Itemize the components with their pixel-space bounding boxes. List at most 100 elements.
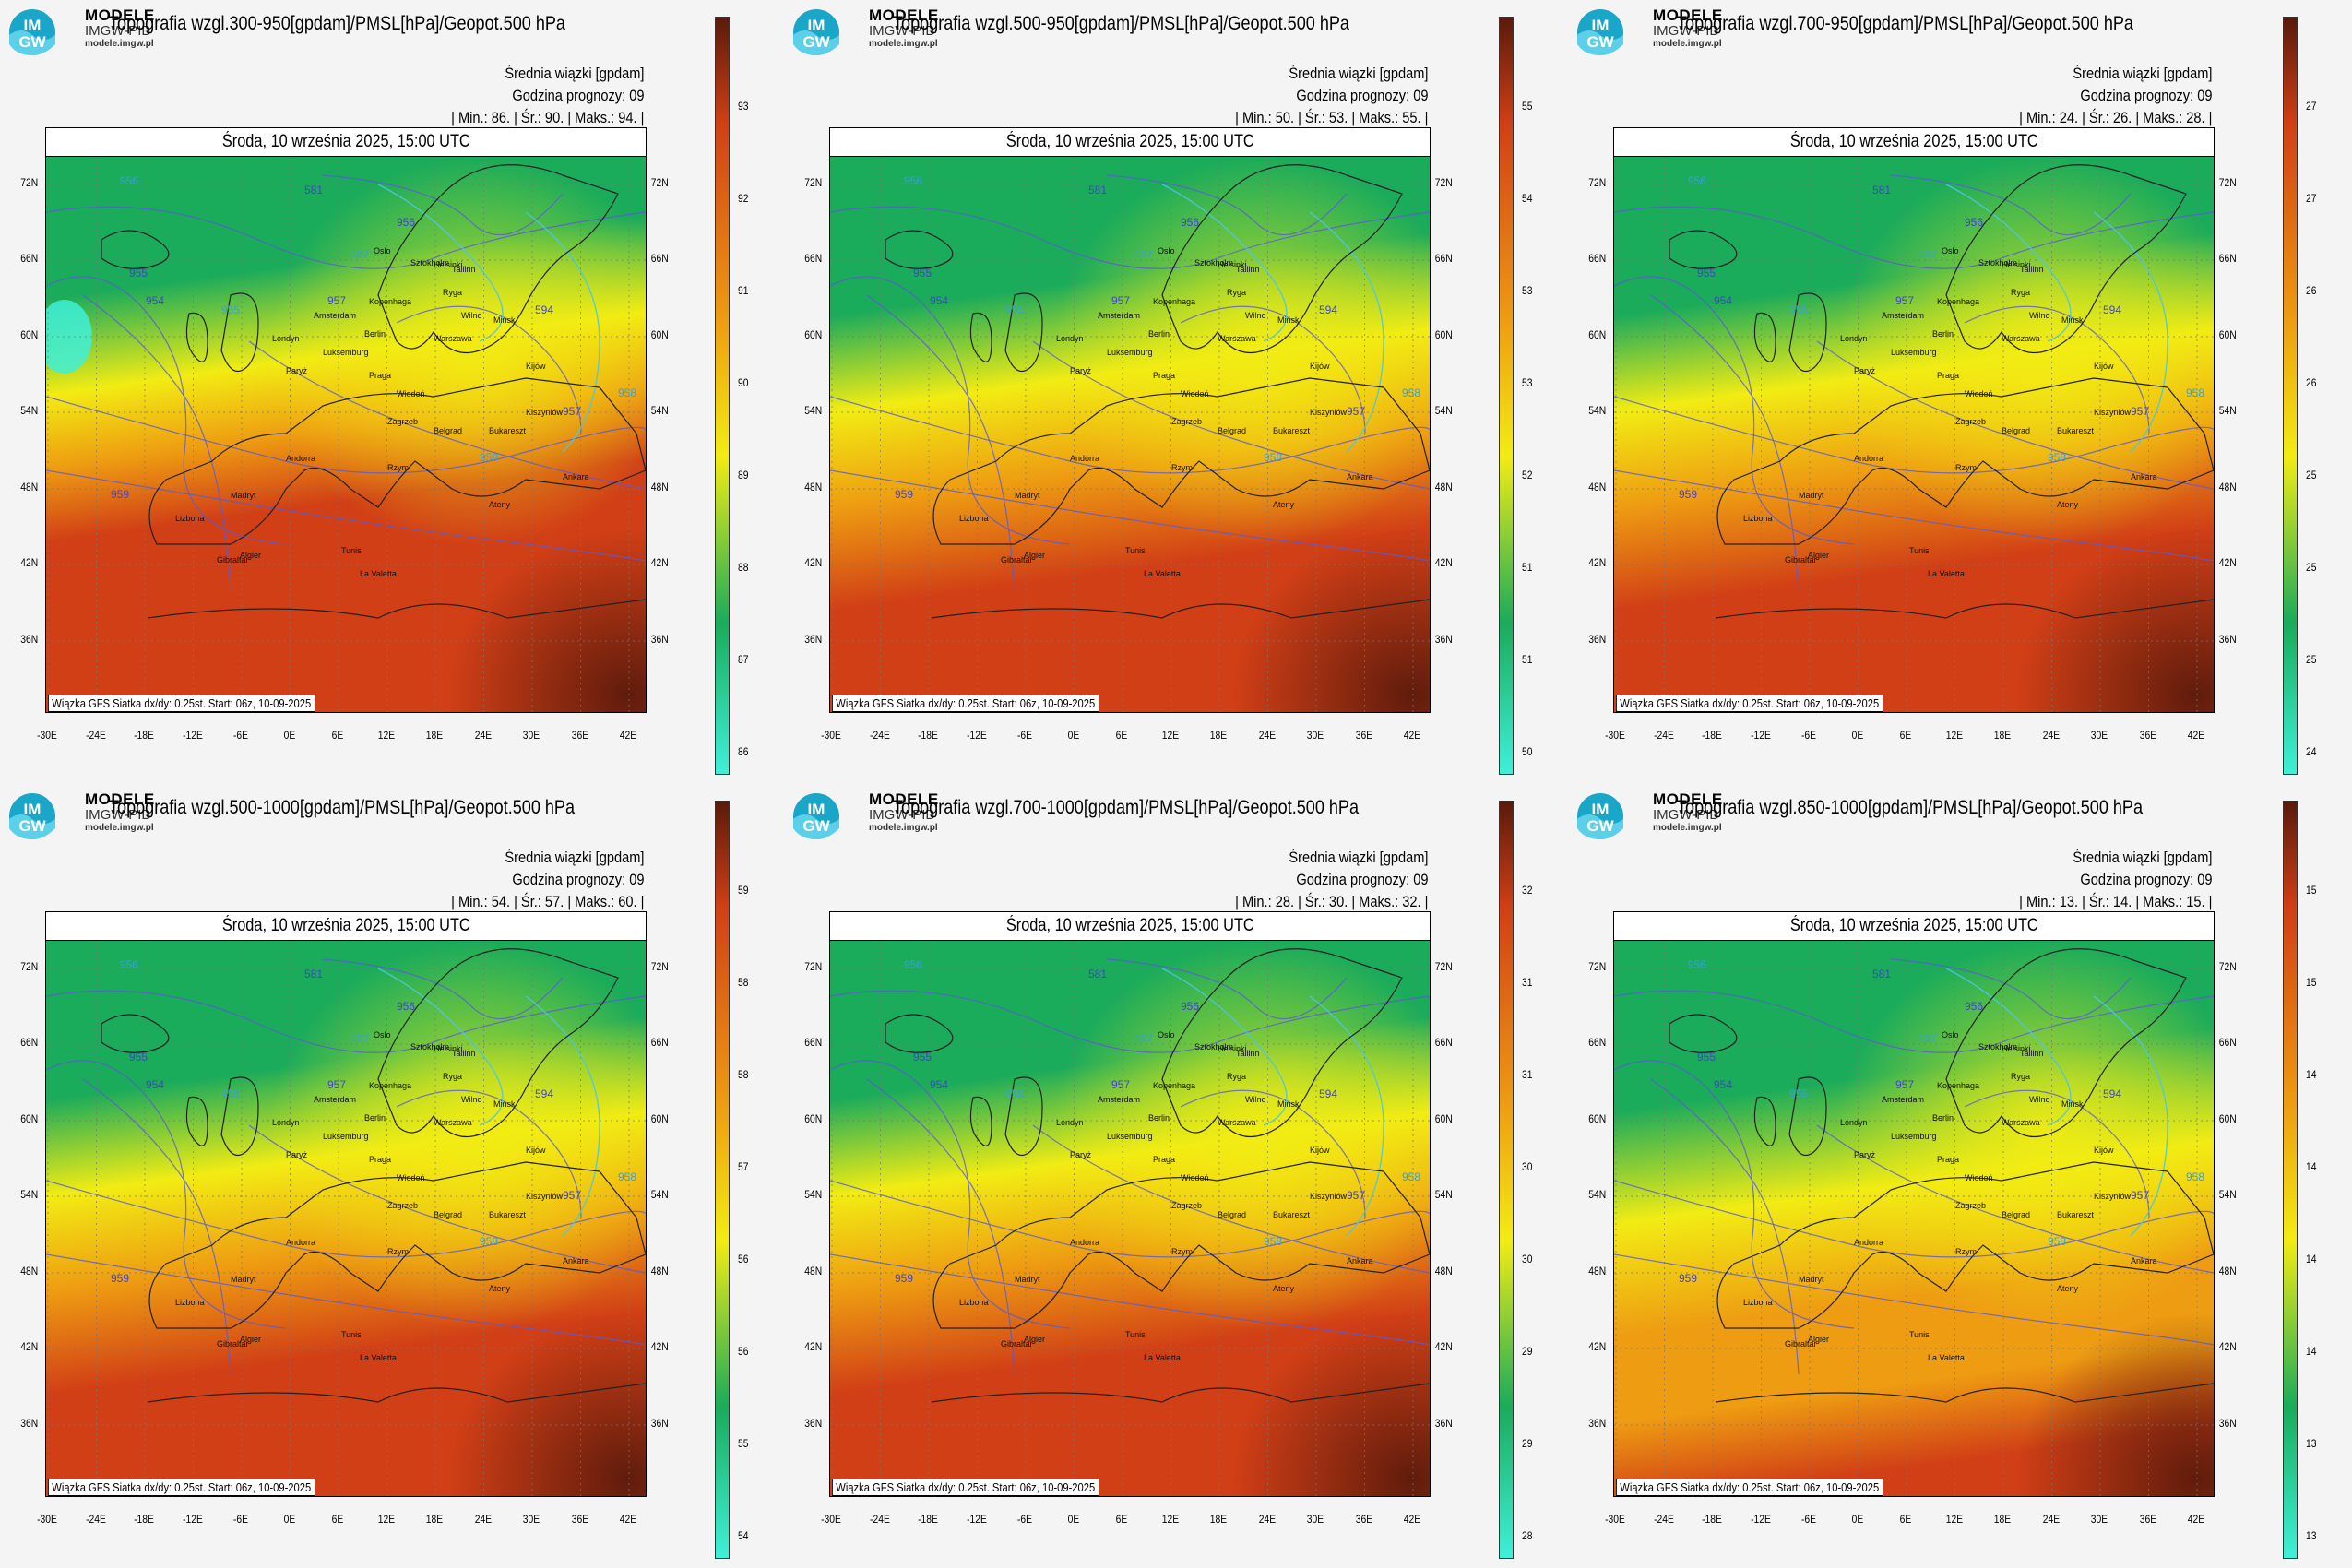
city-label: Tallinn (2020, 265, 2044, 274)
contour-label: 958 (1402, 1170, 1420, 1183)
city-label: Wilno (461, 1095, 482, 1104)
city-label: Helsinki (2002, 1044, 2031, 1053)
city-label: Zagrzeb (1955, 1201, 1986, 1210)
forecast-map[interactable]: 956 955 954 955 956 957 958 959 581 587 594 957 958 O… (46, 157, 646, 712)
imgw-logo-icon: IM GW (9, 9, 55, 55)
city-label: Kijów (1310, 1146, 1330, 1155)
lon-label: 18E (425, 729, 444, 742)
valid-date: Środa, 10 września 2025, 15:00 UTC (46, 912, 646, 941)
city-label: Oslo (1158, 1030, 1175, 1039)
contour-label: 594 (1319, 1087, 1337, 1100)
city-label: Bukareszt (2057, 1210, 2095, 1219)
colorbar-tick: 53 (1522, 376, 1533, 389)
contour-label: 955 (129, 267, 148, 279)
city-label: Sztokholm (1978, 1042, 2017, 1051)
forecast-map[interactable]: 956 955 954 955 956 957 958 959 581 587 594 957 958 O… (1614, 157, 2214, 712)
forecast-map[interactable]: 956 955 954 955 956 957 958 959 581 587 594 957 958 O… (830, 941, 1430, 1496)
brand-sub: IMGW-PIB (85, 23, 151, 39)
colorbar-tick: 54 (1522, 192, 1533, 205)
brand-url[interactable]: modele.imgw.pl (869, 39, 938, 49)
lat-label: 66N (804, 252, 823, 265)
forecast-map[interactable]: 956 955 954 955 956 957 958 959 581 587 594 957 958 O… (46, 941, 646, 1496)
model-footnote: Wiązka GFS Siatka dx/dy: 0.25st. Start: … (832, 1479, 1099, 1496)
lat-label: 54N (20, 404, 39, 417)
city-label: La Valetta (1928, 1353, 1965, 1362)
city-label: Kiszyniów (526, 1192, 564, 1201)
lon-label: 36E (2139, 729, 2156, 742)
valid-date: Środa, 10 września 2025, 15:00 UTC (1614, 912, 2214, 941)
brand-url[interactable]: modele.imgw.pl (1653, 39, 1722, 49)
lon-label: 30E (522, 729, 540, 742)
imgw-logo-icon: IM GW (793, 793, 839, 839)
lon-label: 12E (1945, 1513, 1963, 1526)
lat-label: 72N (20, 960, 39, 973)
city-label: Algier (1024, 1335, 1045, 1344)
lon-label: -18E (918, 729, 938, 742)
city-label: Mińsk (2061, 315, 2084, 325)
city-label: Ryga (2011, 1072, 2030, 1081)
contour-label: 957 (2131, 405, 2149, 418)
contour-label: 956 (904, 958, 922, 971)
brand-url[interactable]: modele.imgw.pl (85, 39, 154, 49)
contour-label: 958 (618, 386, 636, 399)
mean-label: Średnia wiązki [gpdam] (504, 65, 644, 82)
city-label: Amsterdam (1098, 1095, 1140, 1104)
imgw-logo-icon: IM GW (1577, 793, 1623, 839)
contour-label: 954 (1714, 294, 1732, 307)
lon-label: 18E (1209, 729, 1228, 742)
lon-label: -6E (232, 729, 249, 742)
lat-label: 66N (20, 252, 39, 265)
brand-url[interactable]: modele.imgw.pl (85, 823, 154, 833)
city-label: Madryt (1799, 491, 1824, 500)
lon-label: -30E (1605, 1513, 1625, 1526)
contour-label: 956 (120, 958, 138, 971)
lon-label: 42E (619, 1513, 637, 1526)
lat-label: 54N (804, 1188, 823, 1201)
imgw-logo-icon: IM GW (793, 9, 839, 55)
brand-url[interactable]: modele.imgw.pl (1653, 823, 1722, 833)
lon-label: 0E (1851, 729, 1863, 742)
brand-sub: IMGW-PIB (869, 23, 935, 39)
city-label: Ankara (1347, 1256, 1373, 1265)
svg-text:IM: IM (1592, 17, 1610, 34)
lat-label: 66N (1434, 252, 1453, 265)
city-label: Lizbona (175, 1298, 205, 1307)
city-label: Wilno (461, 311, 482, 320)
city-label: Paryż (1070, 366, 1092, 375)
lat-label: 60N (20, 1112, 39, 1125)
city-label: Gibraltar (1785, 555, 1817, 564)
lon-label: 18E (1993, 729, 2012, 742)
contour-label: 959 (111, 1272, 129, 1285)
lon-label: 30E (1306, 729, 1324, 742)
forecast-map[interactable]: 956 955 954 955 956 957 958 959 581 587 594 957 958 O… (830, 157, 1430, 712)
contour-label: 957 (2131, 1189, 2149, 1202)
brand-block: MODELE IMGW-PIB modele.imgw.pl (1653, 791, 1723, 833)
colorbar-tick: 88 (738, 561, 749, 574)
city-label: Mińsk (1277, 1099, 1300, 1109)
city-label: Oslo (374, 246, 391, 255)
lat-label: 36N (20, 1417, 39, 1430)
brand-block: MODELE IMGW-PIB modele.imgw.pl (85, 7, 155, 49)
city-label: Wiedeń (1965, 1173, 1993, 1182)
forecast-map[interactable]: 956 955 954 955 956 957 958 959 581 587 594 957 958 O… (1614, 941, 2214, 1496)
contour-label: 594 (535, 303, 553, 316)
lat-label: 60N (650, 328, 669, 341)
lon-label: 6E (331, 729, 344, 742)
svg-text:GW: GW (18, 33, 46, 51)
contour-label: 958 (2186, 386, 2204, 399)
city-label: Helsinki (2002, 260, 2031, 269)
city-label: Madryt (231, 1275, 256, 1284)
contour-label: 587 (1918, 248, 1937, 261)
city-label: Wilno (2029, 1095, 2050, 1104)
city-label: Gibraltar (217, 1339, 249, 1348)
lon-label: 18E (1209, 1513, 1228, 1526)
brand-url[interactable]: modele.imgw.pl (869, 823, 938, 833)
colorbar-tick: 27 (2306, 192, 2317, 205)
lon-label: 6E (1115, 1513, 1128, 1526)
city-label: Amsterdam (1882, 1095, 1924, 1104)
lon-label: -30E (821, 729, 841, 742)
city-label: Londyn (272, 334, 300, 343)
lon-label: -12E (966, 1513, 987, 1526)
lon-label: -30E (37, 1513, 57, 1526)
lon-label: -12E (1750, 729, 1771, 742)
